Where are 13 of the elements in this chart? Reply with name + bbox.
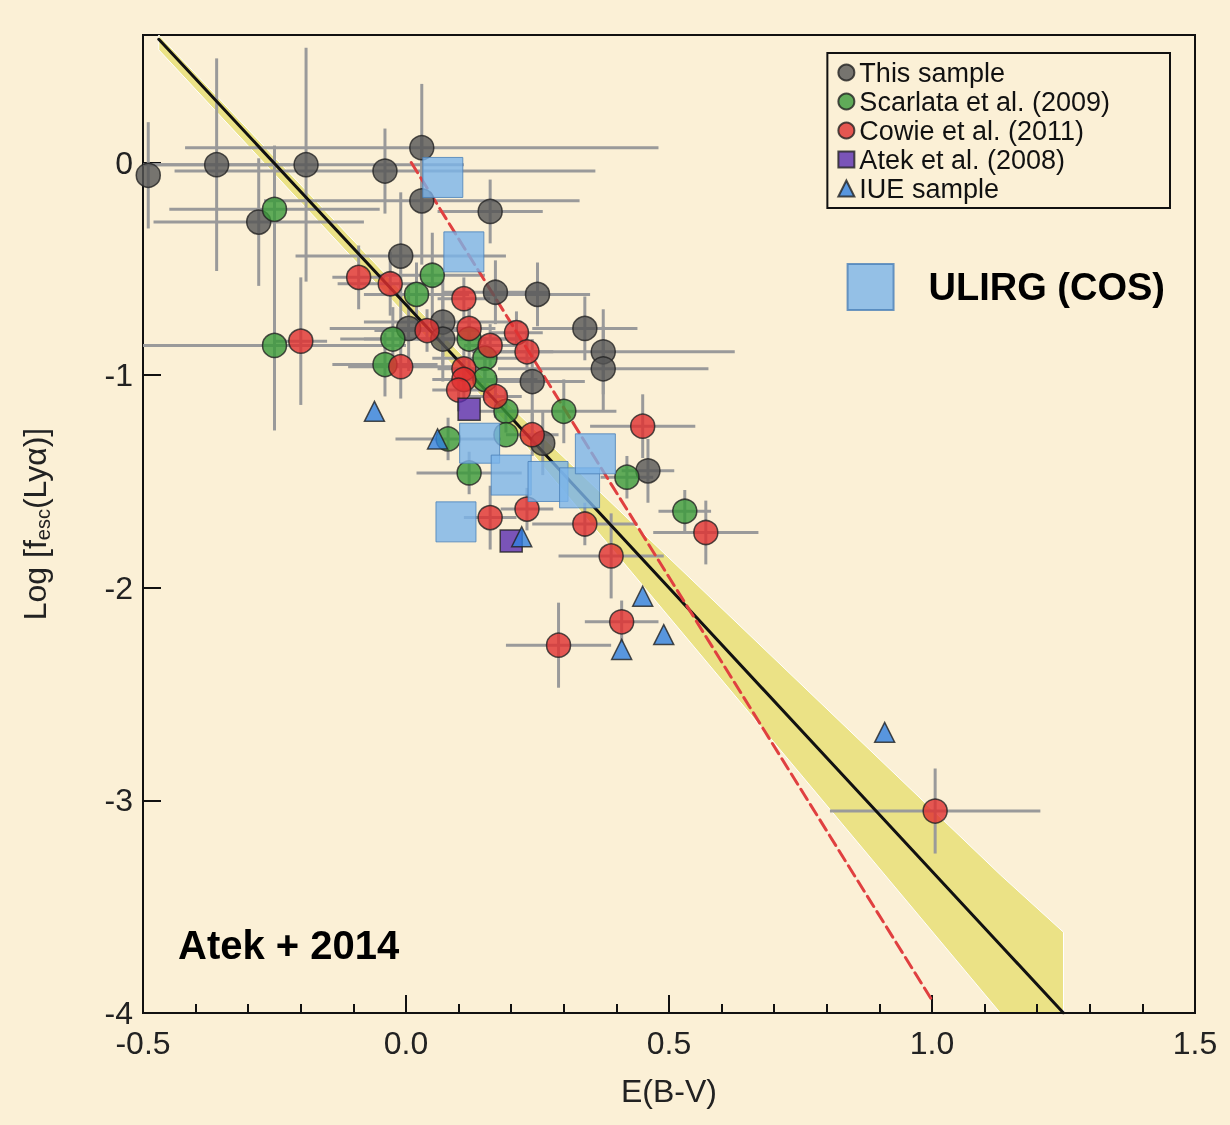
x-tick-label: 0.0 [383,1025,429,1061]
x-tick-label: 1.0 [909,1025,955,1061]
x-tick-label: 0.5 [646,1025,692,1061]
y-tick-label: -2 [104,569,133,606]
y-tick-label: -1 [104,357,133,394]
y-axis-title: Log [fesc(Lyα)] [17,427,54,621]
x-tick-label: 1.5 [1172,1025,1218,1061]
annotation: Atek + 2014 [178,923,401,967]
y-tick-label: 0 [115,144,133,181]
x-axis-title: E(B-V) [621,1073,717,1109]
legend-label: ULIRG (COS) [928,266,1166,308]
legend-label: This sample [859,57,1005,88]
y-tick-label: -3 [104,782,133,819]
